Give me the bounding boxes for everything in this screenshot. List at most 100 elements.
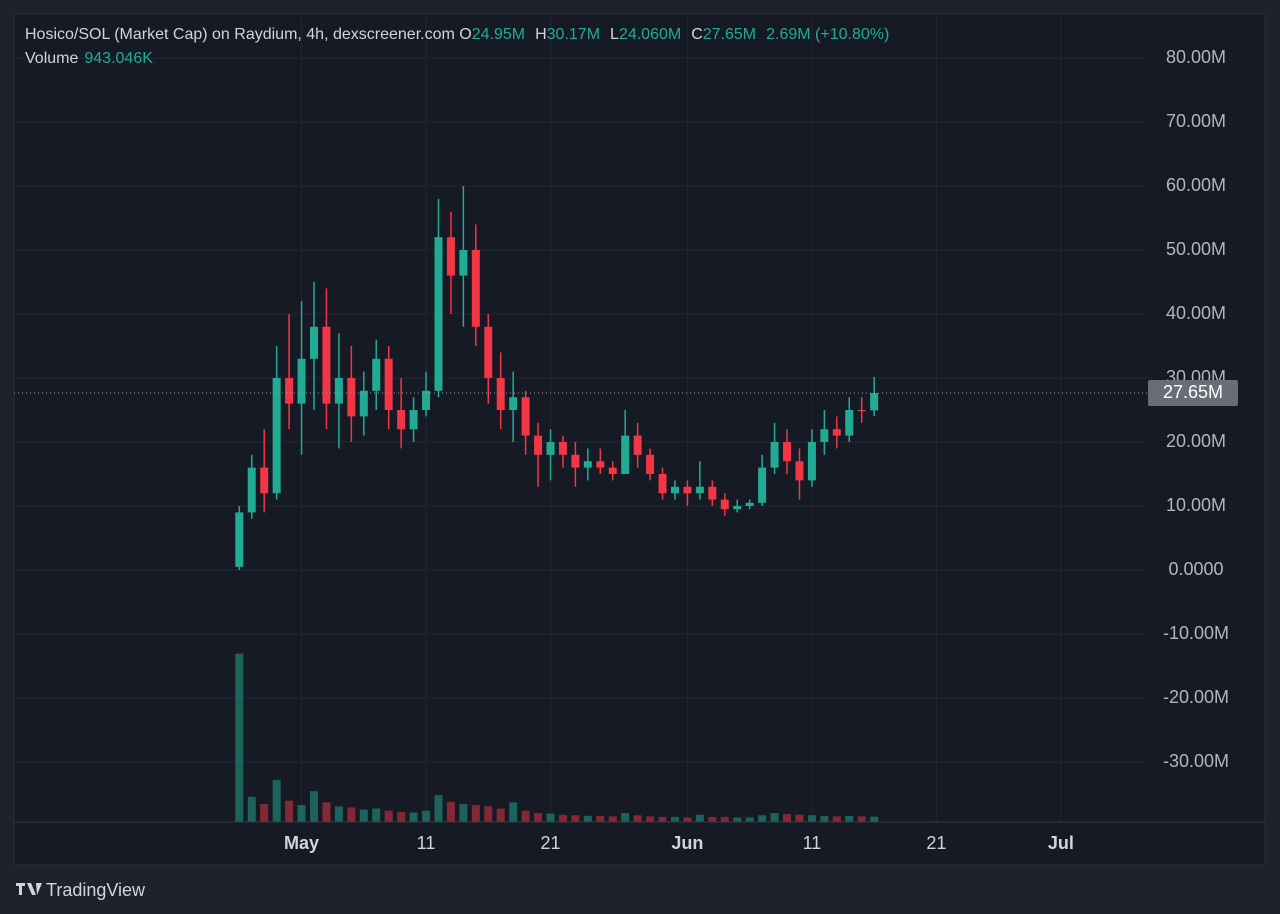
candle-body	[733, 506, 742, 510]
candle-body	[496, 378, 505, 410]
volume-bar	[758, 815, 767, 822]
volume-bar	[658, 816, 667, 822]
candle-body	[509, 397, 518, 410]
candle-body	[633, 435, 642, 455]
volume-bar	[397, 811, 406, 822]
volume-bar	[670, 816, 679, 822]
candle-body	[309, 326, 318, 359]
volume-label: Volume	[25, 50, 79, 67]
candle-body	[770, 442, 779, 468]
y-tick-label: 20.00M	[1166, 431, 1226, 451]
candle-body	[658, 474, 667, 494]
volume-bar	[608, 816, 617, 822]
candle-body	[807, 442, 816, 481]
volume-bar	[733, 817, 742, 822]
volume-bar	[558, 814, 567, 822]
candle-body	[484, 326, 493, 378]
candle-body	[235, 512, 244, 567]
volume-bar	[783, 814, 792, 822]
volume-bar	[484, 806, 493, 822]
candle-body	[646, 454, 655, 474]
y-tick-label: -20.00M	[1163, 687, 1229, 707]
candle-body	[471, 250, 480, 327]
volume-bar	[832, 816, 841, 822]
change: 2.69M (+10.80%)	[766, 26, 890, 43]
candle-body	[758, 467, 767, 503]
candle-body	[820, 429, 829, 442]
x-tick-label: May	[284, 833, 319, 853]
h-label: H	[535, 26, 547, 43]
y-tick-label: 70.00M	[1166, 111, 1226, 131]
volume-bar	[521, 810, 530, 822]
volume-bar	[471, 805, 480, 822]
candle-body	[297, 358, 306, 404]
candle-body	[359, 390, 368, 417]
last-price-box	[1148, 380, 1238, 407]
candle-body	[322, 326, 331, 404]
volume-bar	[459, 804, 468, 822]
volume-bar	[235, 653, 244, 822]
brand: TradingView	[46, 880, 146, 900]
candle-body	[272, 378, 281, 494]
volume-bar	[583, 815, 592, 822]
candle-body	[534, 435, 543, 455]
volume-bar	[745, 817, 754, 822]
x-tick-label: 21	[540, 833, 560, 853]
volume-bar	[347, 807, 356, 822]
candle-body	[285, 378, 294, 404]
x-tick-label: 11	[417, 833, 436, 853]
volume-bar	[845, 815, 854, 822]
candle-body	[720, 499, 729, 510]
volume-bar	[272, 779, 281, 822]
volume-bar	[334, 806, 343, 822]
candle-body	[745, 502, 754, 506]
volume-bar	[496, 808, 505, 822]
header: Hosico/SOL (Market Cap) on Raydium, 4h, …	[25, 26, 899, 44]
volume-bar	[596, 815, 605, 822]
l-label: L	[610, 26, 619, 43]
title: Hosico/SOL (Market Cap) on Raydium, 4h, …	[25, 26, 455, 43]
volume-bar	[683, 817, 692, 822]
candle-body	[845, 410, 854, 436]
grid-layer	[14, 14, 1148, 822]
o-label: O	[459, 26, 472, 43]
y-tick-label: 80.00M	[1166, 47, 1226, 67]
volume-bar	[434, 795, 443, 822]
volume-bar	[708, 816, 717, 822]
volume-bar	[285, 800, 294, 822]
volume-bar	[695, 814, 704, 822]
candle-body	[521, 397, 530, 436]
c-label: C	[691, 26, 703, 43]
candle-body	[608, 467, 617, 474]
volume-bar	[820, 815, 829, 822]
volume-bar	[297, 805, 306, 822]
volume-bar	[795, 814, 804, 822]
c-value: 27.65M	[702, 26, 757, 43]
volume-bar	[633, 815, 642, 822]
candle-body	[558, 442, 567, 455]
volume-bar	[857, 816, 866, 822]
o-value: 24.95M	[471, 26, 526, 43]
candle-body	[446, 237, 455, 276]
candle-body	[546, 442, 555, 455]
candle-body	[247, 467, 256, 513]
candle-body	[409, 410, 418, 430]
volume-bar	[384, 810, 393, 822]
candle-body	[571, 454, 580, 468]
volume-bar	[870, 816, 879, 822]
candle-body	[397, 410, 406, 430]
y-tick-label: 10.00M	[1166, 495, 1226, 515]
volume-bar	[621, 813, 630, 822]
candle-body	[334, 378, 343, 404]
candle-body	[260, 467, 269, 494]
x-tick-label: 21	[926, 833, 946, 853]
y-tick-label: 50.00M	[1166, 239, 1226, 259]
x-tick-label: Jul	[1048, 833, 1074, 853]
volume-bar	[260, 804, 269, 822]
candle-body	[621, 435, 630, 474]
volume-bar	[646, 816, 655, 822]
candle-body	[695, 486, 704, 494]
candle-body	[372, 358, 381, 391]
